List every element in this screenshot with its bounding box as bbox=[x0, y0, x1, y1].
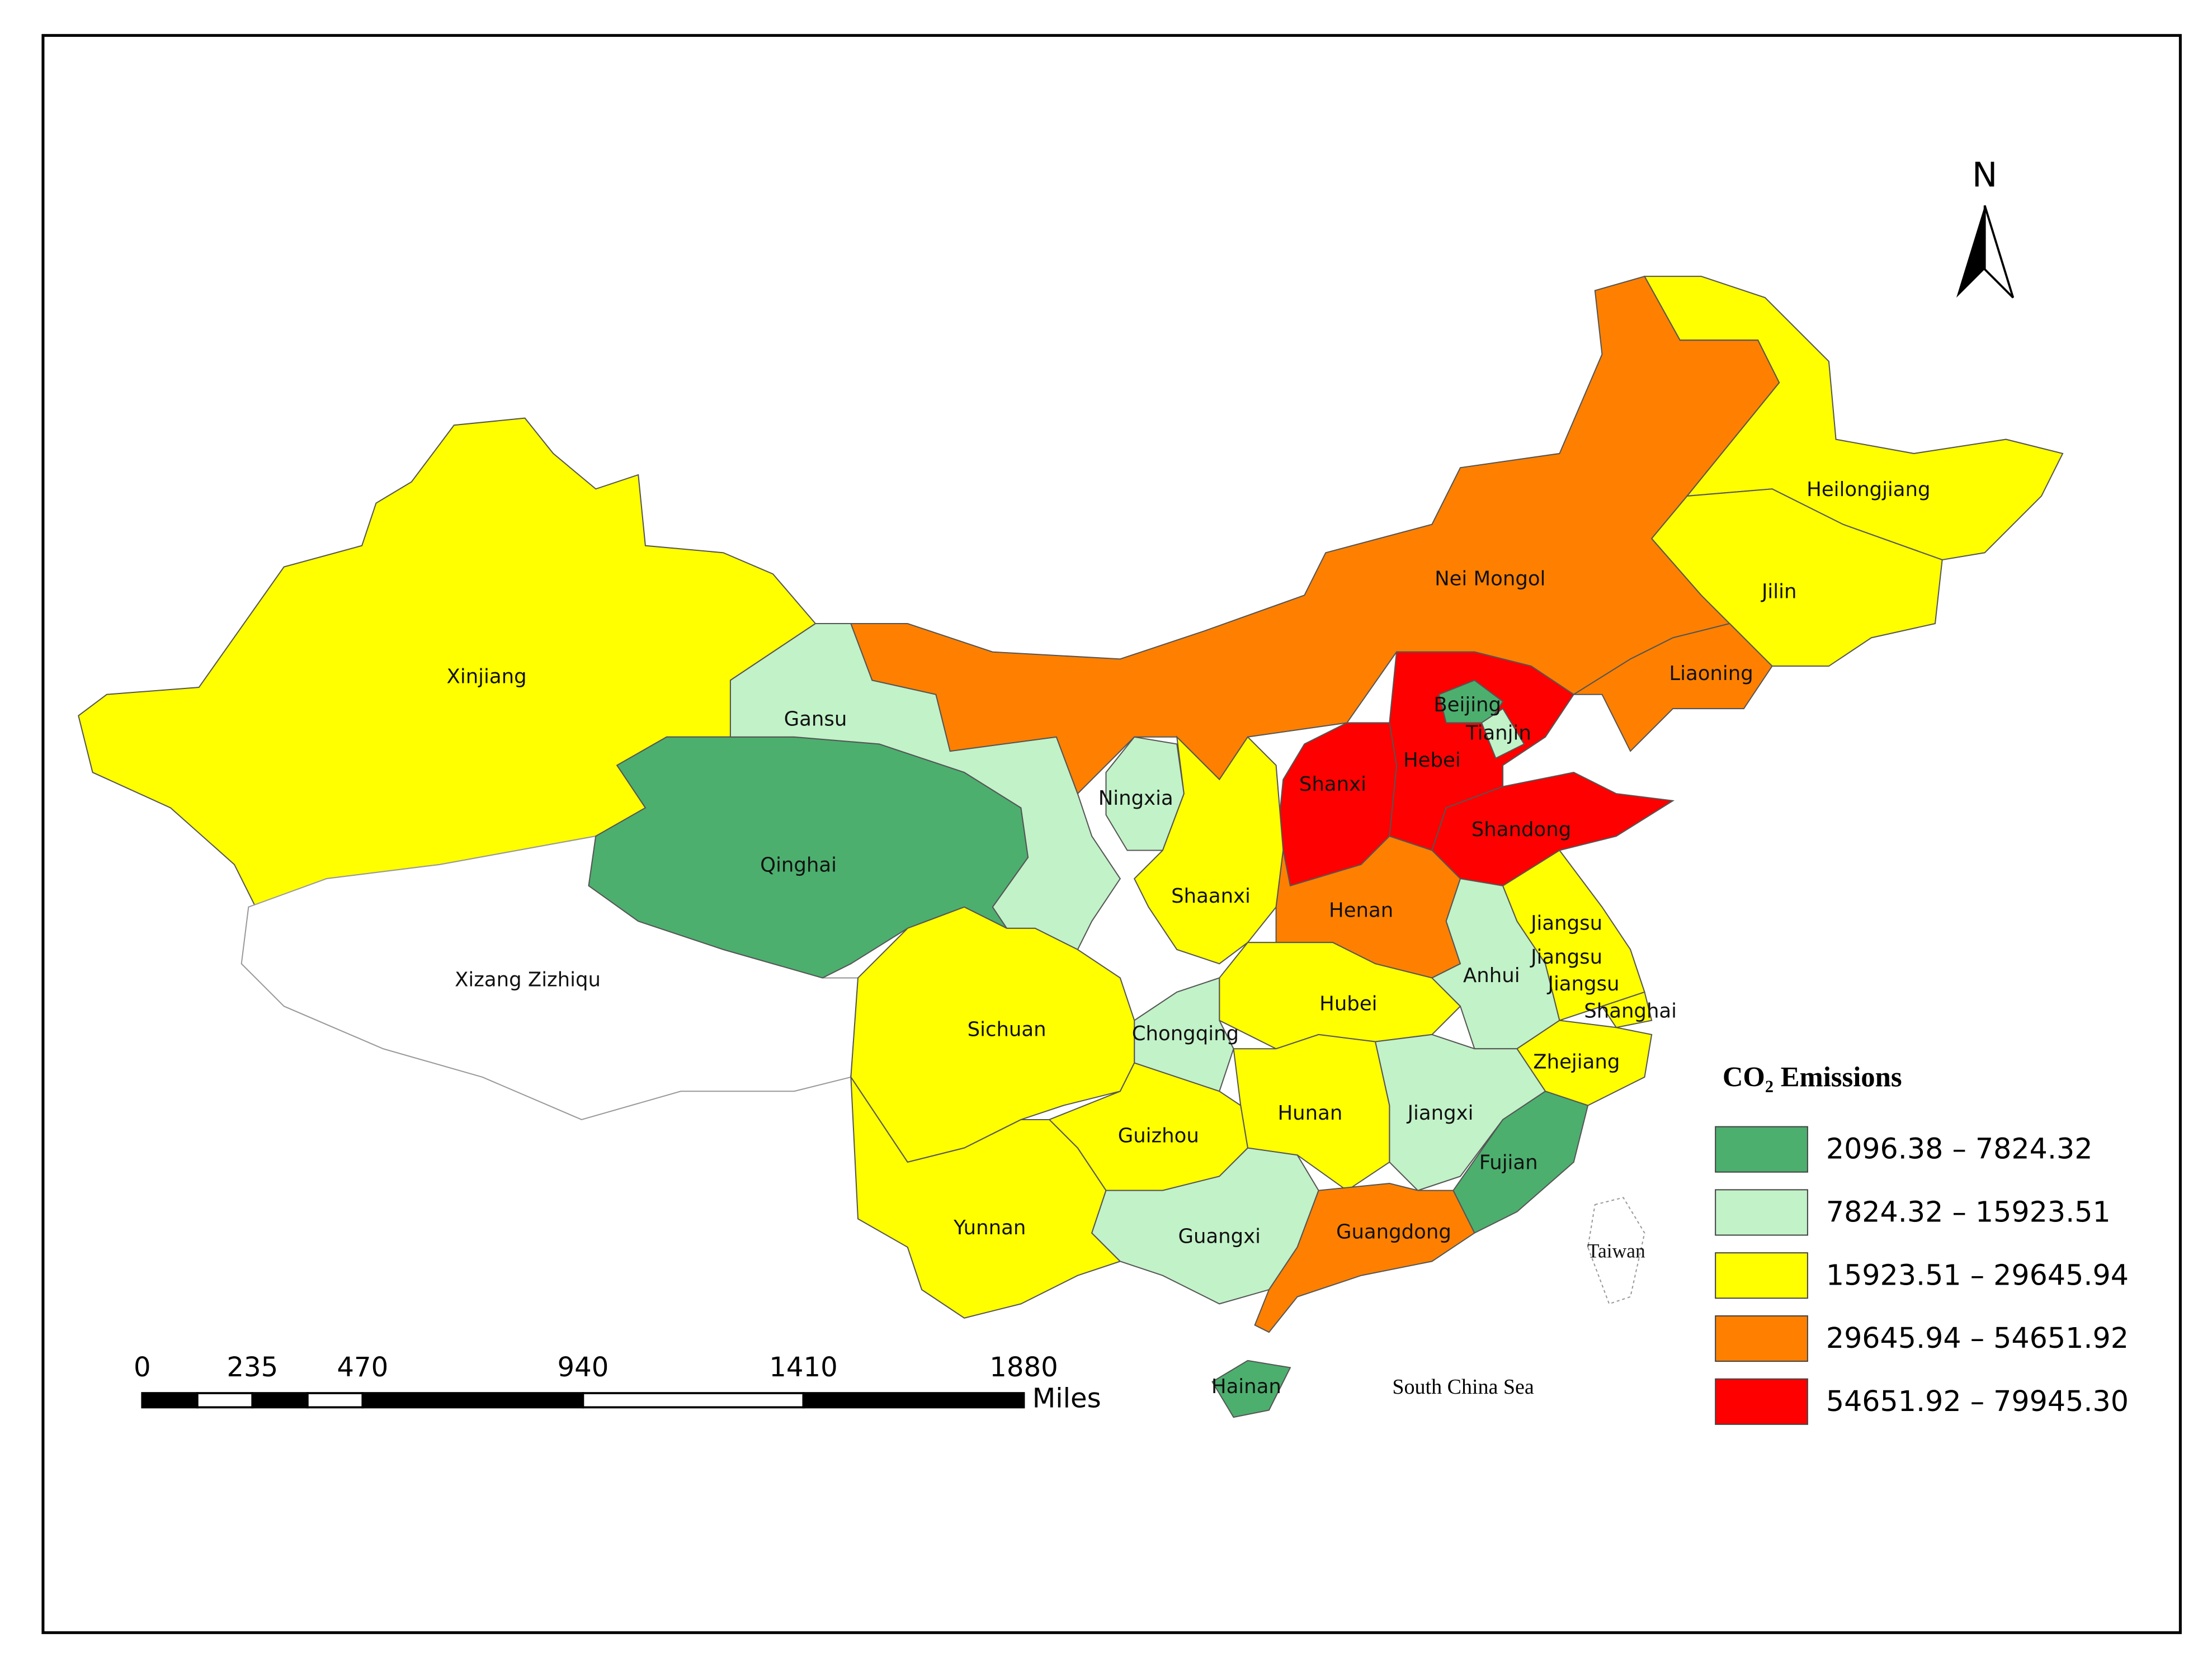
scale-tick-label: 1880 bbox=[989, 1352, 1058, 1383]
province-label: Hubei bbox=[1319, 993, 1377, 1016]
scale-unit: Miles bbox=[1032, 1383, 1101, 1414]
province bbox=[1254, 1182, 1475, 1333]
province-label: Shaanxi bbox=[1171, 885, 1251, 908]
province-label: Hebei bbox=[1403, 749, 1461, 772]
province-label: Guizhou bbox=[1118, 1124, 1199, 1147]
province-label: Qinghai bbox=[760, 853, 837, 876]
scale-tick-label: 470 bbox=[337, 1352, 388, 1383]
province-label: Gansu bbox=[784, 707, 847, 730]
legend-swatch bbox=[1715, 1315, 1808, 1362]
province-label: Heilongjiang bbox=[1807, 478, 1930, 501]
province-label: Beijing bbox=[1433, 693, 1501, 716]
province-label: Sichuan bbox=[968, 1018, 1046, 1041]
north-arrow bbox=[1983, 205, 2015, 299]
scale-tick-label: 940 bbox=[557, 1352, 609, 1383]
province-label: Guangdong bbox=[1336, 1221, 1451, 1244]
province-label: Henan bbox=[1329, 899, 1393, 922]
province bbox=[1211, 1360, 1291, 1418]
province-label: Xinjiang bbox=[447, 665, 527, 688]
scale-segment bbox=[361, 1392, 584, 1409]
scale-tick-label: 235 bbox=[227, 1352, 278, 1383]
province-label: Jiangsu bbox=[1530, 912, 1602, 935]
province-label: Nei Mongol bbox=[1435, 567, 1545, 590]
province bbox=[1480, 707, 1525, 759]
province-label: Guangxi bbox=[1178, 1225, 1261, 1248]
province-label: Shandong bbox=[1471, 818, 1571, 841]
legend-swatch bbox=[1715, 1252, 1808, 1299]
province-label: Hainan bbox=[1211, 1375, 1281, 1398]
province-label: Jiangsu bbox=[1546, 973, 1619, 995]
province-label: Chongqing bbox=[1132, 1022, 1239, 1045]
legend-swatch bbox=[1715, 1189, 1808, 1236]
province-label: Taiwan bbox=[1587, 1239, 1645, 1262]
annotation: South China Sea bbox=[1392, 1375, 1534, 1399]
province-label: Yunnan bbox=[953, 1216, 1026, 1239]
province-label: Fujian bbox=[1479, 1152, 1538, 1174]
province bbox=[1133, 735, 1284, 965]
scale-segment bbox=[582, 1392, 805, 1409]
province-label: Xizang Zizhiqu bbox=[455, 969, 601, 992]
province-label: Tianjin bbox=[1465, 722, 1531, 745]
scale-segment bbox=[251, 1392, 309, 1409]
province bbox=[1438, 680, 1504, 724]
north-arrow bbox=[1956, 205, 1985, 298]
province-label: Liaoning bbox=[1669, 662, 1753, 685]
province-label: Jiangxi bbox=[1407, 1102, 1474, 1125]
province-label: Ningxia bbox=[1098, 787, 1173, 810]
province bbox=[1643, 276, 2064, 561]
province-label: Jiangsu bbox=[1530, 946, 1602, 969]
scale-segment bbox=[306, 1392, 364, 1409]
scale-segment bbox=[141, 1392, 199, 1409]
legend-label: 7824.32 – 15923.51 bbox=[1826, 1195, 2111, 1228]
scale-segment bbox=[802, 1392, 1025, 1409]
province-label: Shanxi bbox=[1299, 773, 1366, 796]
scale-tick-label: 0 bbox=[134, 1352, 151, 1383]
legend-title: CO₂ Emissions bbox=[1723, 1061, 1902, 1093]
scale-tick-label: 1410 bbox=[769, 1352, 837, 1383]
north-label: N bbox=[1972, 155, 1997, 195]
legend-label: 2096.38 – 7824.32 bbox=[1826, 1132, 2093, 1165]
province-label: Shanghai bbox=[1584, 999, 1677, 1022]
province-label: Zhejiang bbox=[1533, 1051, 1620, 1074]
legend-swatch bbox=[1715, 1126, 1808, 1173]
legend-swatch bbox=[1715, 1378, 1808, 1425]
scale-segment bbox=[196, 1392, 254, 1409]
province-label: Hunan bbox=[1277, 1102, 1342, 1125]
province-label: Jilin bbox=[1761, 580, 1797, 603]
province bbox=[1650, 488, 1943, 667]
province bbox=[1601, 991, 1653, 1028]
legend-label: 15923.51 – 29645.94 bbox=[1826, 1258, 2129, 1291]
province-label: Anhui bbox=[1463, 964, 1520, 987]
province bbox=[1572, 622, 1773, 752]
province bbox=[1587, 1197, 1645, 1305]
legend-label: 54651.92 – 79945.30 bbox=[1826, 1385, 2129, 1418]
legend-label: 29645.94 – 54651.92 bbox=[1826, 1322, 2129, 1355]
